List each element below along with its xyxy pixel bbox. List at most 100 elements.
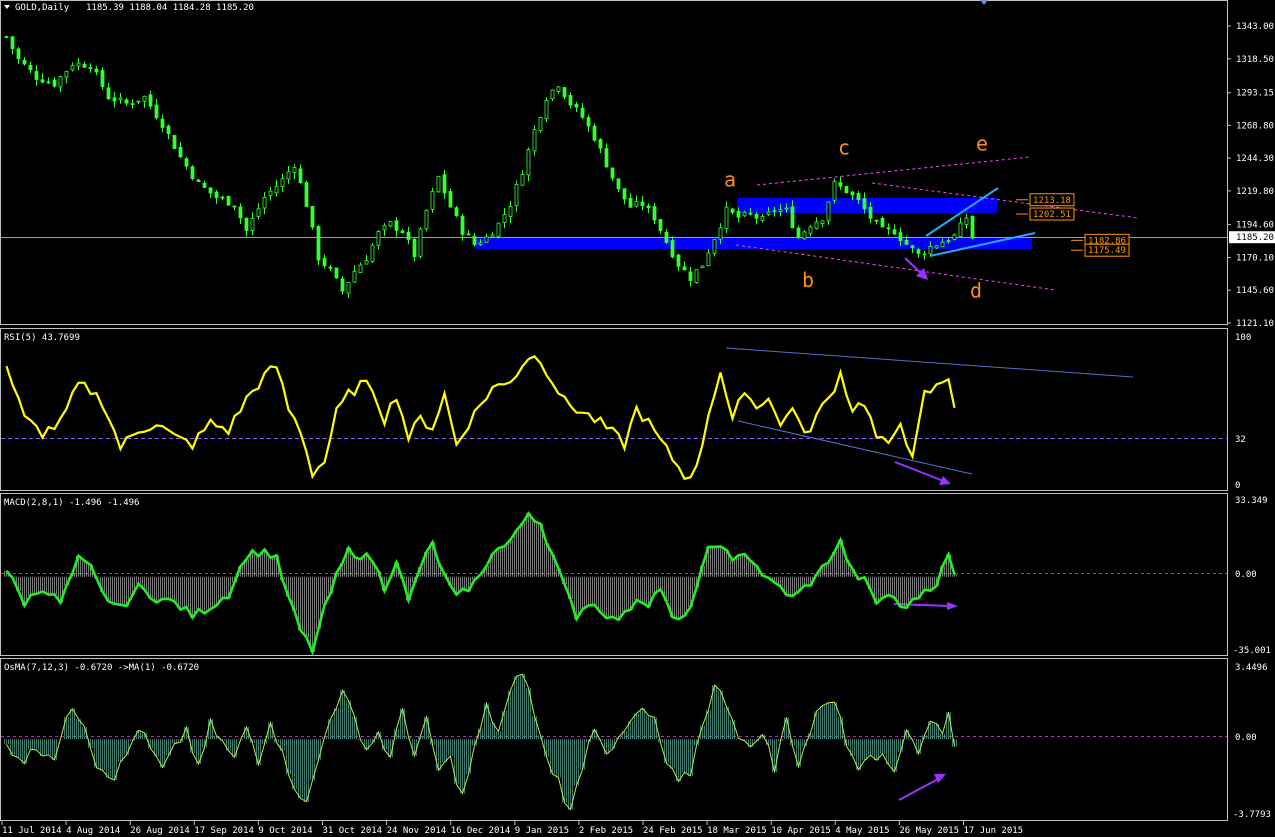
candle-body (916, 249, 921, 254)
candle-body (580, 107, 585, 118)
candle-body (646, 205, 651, 209)
candle-body (664, 231, 669, 243)
osma-axis: 3.4496 0.00 -3.7793 (1233, 663, 1271, 820)
osma-panel[interactable] (0, 658, 1228, 821)
macd-panel[interactable] (0, 493, 1228, 656)
price-tick-label: 1244.30 (1236, 154, 1274, 164)
time-tick-label: 31 Oct 2014 (323, 826, 383, 836)
time-tick-label: 17 Jun 2015 (964, 826, 1024, 836)
candle-body (670, 240, 675, 258)
time-tick-label: 9 Jan 2015 (515, 826, 569, 836)
candle-body (22, 60, 27, 65)
price-tick-label: 1293.15 (1236, 89, 1274, 99)
candle-body (760, 216, 765, 221)
candle-body (334, 267, 339, 279)
candle-body (754, 213, 759, 219)
osma-outline (6, 673, 955, 811)
candle-body (358, 264, 363, 273)
rsi-axis-bottom: 0 (1235, 481, 1240, 491)
price-tick-label: 1318.50 (1236, 55, 1274, 65)
level-box (1084, 243, 1130, 257)
candle-body (466, 233, 471, 236)
candle-body (238, 206, 243, 219)
candle-body (706, 252, 711, 267)
candle-body (148, 94, 153, 107)
wave-label-e: e (976, 131, 988, 155)
candle-body (340, 278, 345, 292)
candle-body (658, 219, 663, 232)
rsi-lower-trendline (737, 420, 973, 475)
price-tick-label: 1121.10 (1236, 319, 1274, 329)
current-price-label: 1185.20 (1236, 233, 1274, 243)
candle-body (904, 239, 909, 245)
candle-body (304, 182, 309, 207)
dropdown-triangle-icon[interactable] (4, 5, 10, 9)
candle-body (898, 232, 903, 241)
candle-body (952, 234, 957, 240)
level-label: 1175.49 (1088, 246, 1126, 256)
candle-body (832, 180, 837, 201)
candle-body (508, 206, 513, 217)
candle-body (880, 217, 885, 228)
shift-marker-icon[interactable] (980, 0, 988, 5)
time-axis: 11 Jul 2014 4 Aug 2014 26 Aug 2014 17 Sep 2… (1, 821, 1024, 836)
candle-body (352, 270, 357, 283)
candle-body (4, 36, 9, 38)
time-tick-label: 24 Nov 2014 (387, 826, 447, 836)
candle-body (496, 222, 501, 237)
candle-body (412, 238, 417, 258)
candle-body (598, 139, 603, 149)
rsi-panel[interactable] (0, 328, 1228, 491)
price-axis: 1343.00 1318.50 1293.15 1268.80 1244.30 1219.… (1227, 22, 1275, 329)
candle-body (970, 215, 975, 239)
wave-label-c: c (838, 135, 850, 159)
wedge-upper-line (925, 187, 999, 237)
ohlc-readout: 1185.39 1188.04 1184.28 1185.20 (86, 3, 254, 13)
candle-body (166, 125, 171, 134)
time-tick-label: 26 Aug 2014 (130, 826, 190, 836)
candle-body (442, 174, 447, 194)
candle-body (28, 64, 33, 71)
candle-body (40, 79, 45, 83)
candle-body (472, 235, 477, 245)
candle-body (586, 117, 591, 127)
candle-body (196, 179, 201, 183)
candle-body (406, 231, 411, 240)
candle-body (16, 48, 21, 60)
time-tick-label: 18 Mar 2015 (707, 826, 767, 836)
candle-body (940, 241, 945, 248)
candle-body (256, 208, 261, 217)
candle-body (400, 230, 405, 233)
support-zone (475, 237, 1032, 249)
candle-body (76, 62, 81, 67)
price-tick-label: 1219.80 (1236, 187, 1274, 197)
macd-arrowhead-icon (947, 602, 958, 610)
price-tick-label: 1268.80 (1236, 121, 1274, 131)
macd-series (4, 511, 957, 657)
rsi-axis-mid: 32 (1235, 435, 1246, 445)
level-box (1029, 207, 1075, 221)
candle-body (688, 271, 693, 281)
macd-axis-bottom: -35.001 (1233, 646, 1271, 656)
candle-body (448, 191, 453, 208)
time-tick-label: 26 May 2015 (899, 826, 959, 836)
osma-series (4, 673, 957, 811)
candle-body (64, 70, 69, 78)
candle-body (844, 185, 849, 194)
candle-body (88, 67, 93, 70)
level-label: 1182.86 (1088, 236, 1126, 246)
candle-body (310, 205, 315, 228)
time-tick-label: 9 Oct 2014 (258, 826, 312, 836)
candle-body (172, 135, 177, 150)
candle-body (376, 231, 381, 246)
macd-axis-mid: 0.00 (1235, 570, 1257, 580)
candle-body (682, 266, 687, 271)
rsi-label: RSI(5) 43.7699 (4, 333, 80, 343)
price-panel[interactable] (0, 0, 1228, 325)
candle-body (622, 188, 627, 200)
candle-body (244, 217, 249, 231)
candle-body (100, 70, 105, 88)
falling-trendline (871, 182, 1139, 219)
osma-axis-mid: 0.00 (1235, 733, 1257, 743)
